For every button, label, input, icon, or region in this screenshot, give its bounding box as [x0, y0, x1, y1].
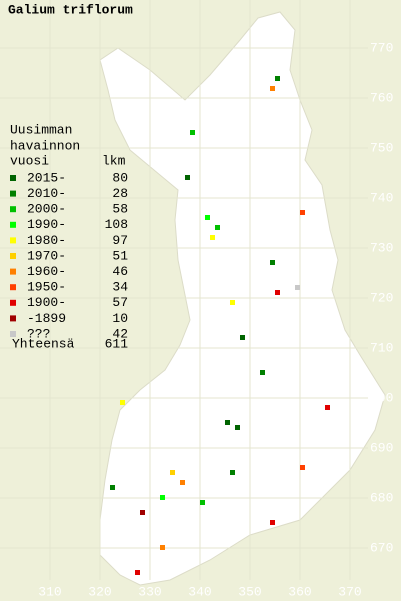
occurrence-square [325, 405, 330, 410]
occurrence-square [295, 285, 300, 290]
legend-swatch [10, 284, 16, 291]
occurrence-square [135, 570, 140, 575]
y-tick-label: 730 [370, 240, 393, 255]
legend-label: ??? [27, 326, 50, 341]
legend-swatch [10, 331, 16, 337]
occurrence-square [225, 420, 230, 425]
legend-swatch [10, 175, 16, 181]
occurrence-square [275, 290, 280, 295]
legend-count: 97 [112, 233, 128, 248]
legend-swatch [10, 315, 16, 322]
occurrence-square [205, 215, 210, 220]
occurrence-square [190, 130, 195, 135]
legend-label: 1960- [27, 264, 66, 279]
occurrence-square [270, 520, 275, 525]
legend-count: 42 [112, 326, 128, 341]
occurrence-squares [110, 76, 330, 575]
legend-label: 1990- [27, 217, 66, 232]
legend-count: 10 [112, 311, 128, 326]
x-tick-label: 310 [38, 584, 61, 599]
x-tick-label: 320 [88, 584, 111, 599]
legend-swatch [10, 206, 16, 213]
total-label: Yhteensä [12, 336, 75, 351]
axes: 310 320 330 340 350 360 370 670 680 690 700 710 720 7… [38, 40, 393, 599]
occurrence-square [215, 225, 220, 230]
occurrence-square [200, 500, 205, 505]
occurrence-square [300, 465, 305, 470]
legend-count: 28 [112, 186, 128, 201]
occurrence-square [210, 235, 215, 240]
legend-count: 80 [112, 170, 128, 185]
grid [0, 0, 368, 580]
legend-swatch [10, 299, 16, 306]
y-tick-label: 700 [370, 390, 393, 405]
occurrence-square [270, 260, 275, 265]
x-tick-label: 370 [338, 584, 361, 599]
legend-label: 1950- [27, 280, 66, 295]
legend-count: 34 [112, 280, 128, 295]
legend-label: 2010- [27, 186, 66, 201]
occurrence-square [170, 470, 175, 475]
y-tick-label: 770 [370, 40, 393, 55]
occurrence-square [260, 370, 265, 375]
occurrence-square [120, 400, 125, 405]
legend-count: 51 [112, 248, 128, 263]
title: Galium triflorum [8, 2, 133, 17]
legend-swatch [10, 190, 16, 197]
legend-heading: havainnon [10, 138, 80, 153]
occurrence-square [230, 300, 235, 305]
y-tick-label: 720 [370, 290, 393, 305]
legend-heading: vuosi [10, 153, 49, 168]
legend-swatch [10, 221, 16, 228]
occurrence-square [185, 175, 190, 180]
legend-count: 58 [112, 202, 128, 217]
occurrence-square [235, 425, 240, 430]
total-value: 611 [105, 336, 129, 351]
legend-label: 1970- [27, 248, 66, 263]
legend-label: 2015- [27, 170, 66, 185]
occurrence-square [160, 495, 165, 500]
y-tick-label: 680 [370, 490, 393, 505]
y-tick-label: 760 [370, 90, 393, 105]
legend-swatch [10, 268, 16, 275]
occurrence-square [300, 210, 305, 215]
y-tick-label: 670 [370, 540, 393, 555]
legend-heading: Uusimman [10, 122, 72, 137]
y-tick-label: 690 [370, 440, 393, 455]
occurrence-square [180, 480, 185, 485]
legend-label: 1980- [27, 233, 66, 248]
legend-label: 1900- [27, 295, 66, 310]
occurrence-square [275, 76, 280, 81]
occurrence-square [240, 335, 245, 340]
occurrence-square [140, 510, 145, 515]
legend-count: 46 [112, 264, 128, 279]
y-tick-label: 750 [370, 140, 393, 155]
legend-count: 108 [105, 217, 128, 232]
occurrence-square [110, 485, 115, 490]
occurrence-square [160, 545, 165, 550]
occurrence-square [230, 470, 235, 475]
x-tick-label: 340 [188, 584, 211, 599]
legend-label: -1899 [27, 311, 66, 326]
legend-swatch [10, 253, 16, 259]
legend: 2015- 80 2010- 28 2000- 58 1990- 108 1980- 97 1970… [10, 170, 128, 341]
y-tick-label: 710 [370, 340, 393, 355]
legend-label: 2000- [27, 202, 66, 217]
y-tick-label: 740 [370, 190, 393, 205]
legend-swatch [10, 237, 16, 244]
x-tick-label: 360 [288, 584, 311, 599]
x-tick-label: 350 [238, 584, 261, 599]
legend-count: 57 [112, 295, 128, 310]
legend-heading: lkm [102, 153, 126, 168]
x-tick-label: 330 [138, 584, 161, 599]
occurrence-square [270, 86, 275, 91]
